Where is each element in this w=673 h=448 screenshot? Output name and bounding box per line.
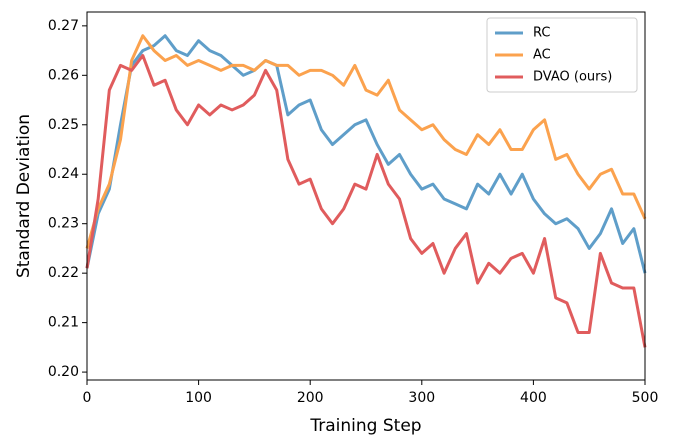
y-tick-label: 0.21	[48, 315, 79, 331]
y-tick-label: 0.25	[48, 117, 79, 133]
series-line	[85, 54, 647, 348]
x-tick-label: 300	[408, 390, 435, 406]
plot-frame	[86, 11, 646, 381]
legend-box	[486, 17, 638, 93]
x-tick-label: 500	[632, 390, 659, 406]
x-tick-label: 100	[185, 390, 212, 406]
series-line	[85, 34, 647, 249]
legend-label: RC	[533, 26, 550, 41]
x-tick-label: 400	[520, 390, 547, 406]
series-line	[85, 34, 647, 274]
legend-label: DVAO (ours)	[533, 70, 612, 85]
y-tick-label: 0.27	[48, 18, 79, 34]
y-tick-label: 0.23	[48, 216, 79, 232]
y-tick-label: 0.20	[48, 364, 79, 380]
y-axis-label: Standard Deviation	[14, 114, 34, 278]
y-tick-label: 0.24	[48, 166, 79, 182]
x-axis-label: Training Step	[309, 416, 421, 436]
legend-label: AC	[533, 48, 551, 63]
x-tick-label: 200	[297, 390, 324, 406]
y-tick-label: 0.22	[48, 265, 79, 281]
x-tick-label: 0	[83, 390, 92, 406]
y-tick-label: 0.26	[48, 67, 79, 83]
